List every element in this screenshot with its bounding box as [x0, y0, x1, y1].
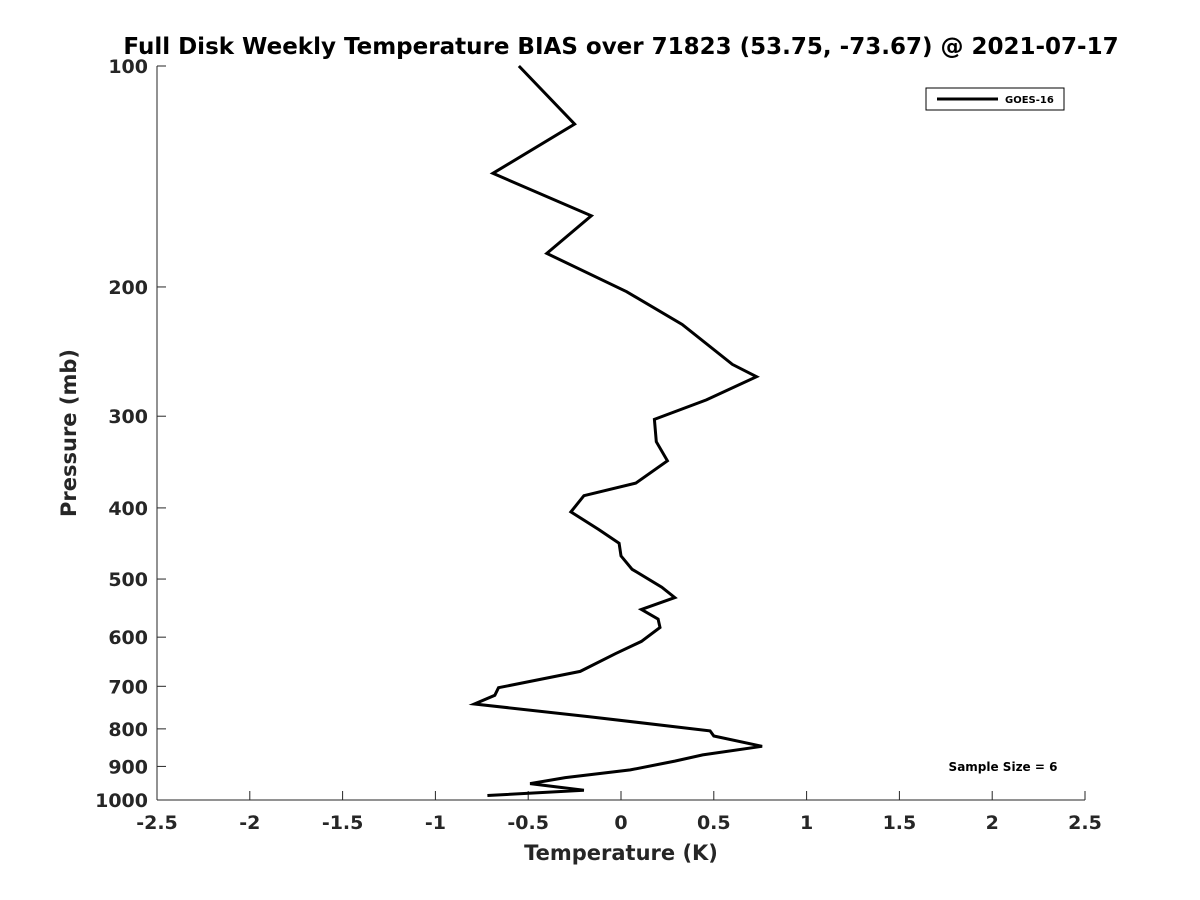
y-tick-label: 300 — [108, 406, 148, 428]
series-layer — [468, 64, 763, 797]
legend: GOES-16 — [925, 87, 1065, 111]
x-tick-label: -1 — [425, 812, 446, 834]
y-tick-label: 500 — [108, 569, 148, 591]
x-tick-label: 1 — [800, 812, 813, 834]
x-axis-label: Temperature (K) — [524, 841, 718, 865]
x-tick-label: 0 — [614, 812, 627, 834]
x-tick-label: -2.5 — [136, 812, 178, 834]
x-tick-label: 2.5 — [1068, 812, 1102, 834]
y-tick-label: 800 — [108, 719, 148, 741]
x-tick-label: 2 — [986, 812, 999, 834]
legend-series-label: GOES-16 — [1005, 95, 1054, 106]
y-tick-label: 200 — [108, 277, 148, 299]
y-tick-label: 1000 — [95, 790, 148, 812]
x-tick-label: -2 — [239, 812, 260, 834]
y-axis-label: Pressure (mb) — [57, 349, 81, 517]
y-tick-label: 600 — [108, 627, 148, 649]
x-tick-label: -0.5 — [507, 812, 549, 834]
x-axis-ticks: -2.5 -2 -1.5 -1 -0.5 0 0.5 1 1.5 2 2.5 — [136, 791, 1102, 834]
y-tick-label: 400 — [108, 498, 148, 520]
plot-area — [156, 66, 1085, 801]
x-tick-label: 0.5 — [697, 812, 731, 834]
sample-size-annotation: Sample Size = 6 — [949, 760, 1058, 774]
x-tick-label: -1.5 — [322, 812, 364, 834]
chart-title: Full Disk Weekly Temperature BIAS over 7… — [123, 34, 1118, 60]
x-tick-label: 1.5 — [883, 812, 917, 834]
series-line-goes-16 — [468, 64, 763, 797]
y-axis-ticks: 100 200 300 400 500 600 700 800 900 1000 — [95, 56, 166, 812]
y-tick-label: 100 — [108, 56, 148, 78]
y-tick-label: 900 — [108, 756, 148, 778]
y-tick-label: 700 — [108, 676, 148, 698]
